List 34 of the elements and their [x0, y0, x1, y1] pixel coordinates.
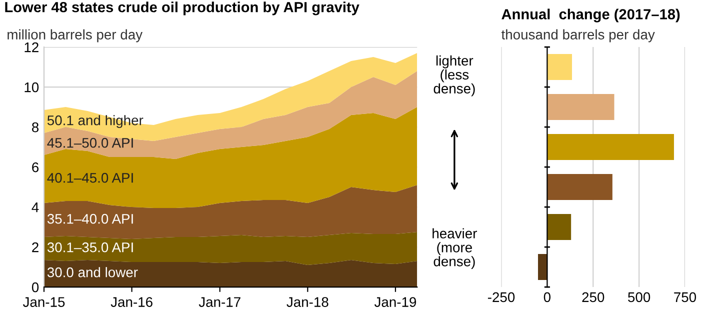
- bar: [547, 174, 612, 200]
- x-tick-label: Jan-16: [110, 297, 152, 307]
- series-label: 35.1–40.0 API: [47, 214, 133, 224]
- bar: [547, 94, 614, 120]
- y-axis-title: million barrels per day: [8, 29, 143, 42]
- bar: [538, 254, 548, 280]
- y-tick-label: 0: [32, 282, 39, 292]
- series-label: 40.1–45.0 API: [47, 172, 133, 183]
- chart-title: Lower 48 states crude oil production by API gravity: [5, 2, 360, 16]
- x-tick-label: Jan-17: [198, 297, 240, 307]
- x-tick-label: 750: [674, 292, 696, 302]
- text: heavier (more dense): [432, 228, 477, 270]
- x-axis-title: thousand barrels per day: [501, 29, 655, 42]
- x-tick-label: 500: [628, 292, 650, 302]
- bar: [547, 214, 572, 240]
- series-label: 45.1–50.0 API: [47, 138, 133, 148]
- y-tick-label: 4: [32, 202, 39, 212]
- bar: [547, 134, 674, 160]
- y-tick-label: 6: [32, 162, 39, 172]
- x-tick-label: 0: [544, 292, 551, 302]
- y-tick-label: 8: [32, 122, 39, 132]
- series-label: 30.1–35.0 API: [47, 242, 133, 252]
- chart-title: Annual change (2017–18): [502, 8, 680, 22]
- bar: [547, 54, 572, 80]
- x-tick-label: -250: [488, 292, 515, 302]
- y-tick-label: 10: [24, 82, 39, 92]
- series-label: 30.0 and lower: [47, 267, 138, 278]
- text: lighter (less dense): [434, 55, 475, 96]
- y-tick-label: 2: [32, 242, 38, 252]
- x-tick-label: Jan-19: [374, 297, 416, 307]
- x-tick-label: 250: [582, 292, 604, 302]
- x-tick-label: Jan-18: [286, 297, 328, 307]
- y-tick-label: 12: [24, 42, 38, 52]
- x-tick-label: Jan-15: [22, 297, 65, 307]
